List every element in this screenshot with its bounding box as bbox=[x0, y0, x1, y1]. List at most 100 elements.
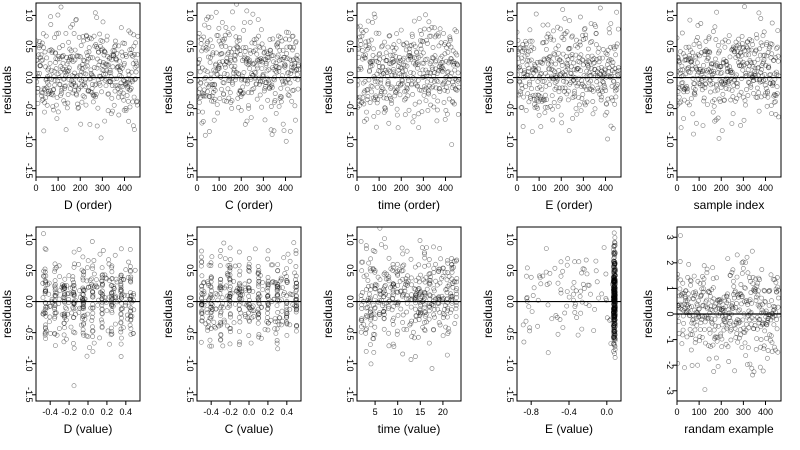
data-point bbox=[445, 326, 451, 331]
x-tick-label: 0.4 bbox=[281, 407, 294, 417]
data-point bbox=[580, 92, 586, 97]
data-point bbox=[52, 35, 57, 40]
data-point bbox=[217, 96, 223, 101]
data-point bbox=[539, 87, 545, 92]
data-point bbox=[114, 51, 120, 56]
data-point bbox=[275, 319, 281, 325]
data-point bbox=[573, 288, 579, 294]
data-point bbox=[207, 37, 213, 43]
data-point bbox=[205, 281, 211, 286]
data-point bbox=[265, 302, 271, 308]
data-point bbox=[133, 40, 138, 46]
data-point bbox=[610, 97, 616, 103]
y-tick-label: -0.5 bbox=[665, 101, 675, 117]
data-point bbox=[687, 304, 692, 310]
data-point bbox=[368, 306, 373, 312]
data-point bbox=[611, 251, 617, 257]
data-point bbox=[572, 310, 578, 315]
data-point bbox=[706, 49, 712, 54]
data-point bbox=[251, 37, 257, 43]
data-point bbox=[453, 288, 459, 294]
data-point bbox=[405, 273, 410, 279]
data-point bbox=[421, 92, 427, 98]
data-point bbox=[740, 259, 746, 265]
data-point bbox=[259, 304, 265, 310]
data-point bbox=[61, 76, 67, 82]
data-point bbox=[409, 31, 415, 37]
data-point bbox=[440, 66, 446, 72]
data-point bbox=[599, 94, 604, 100]
data-point bbox=[265, 274, 271, 280]
data-point bbox=[81, 306, 86, 312]
data-point bbox=[578, 52, 584, 58]
data-point bbox=[707, 293, 713, 299]
data-point bbox=[602, 112, 608, 118]
y-tick-label: 0.5 bbox=[505, 264, 515, 277]
data-point bbox=[89, 36, 94, 42]
data-point bbox=[36, 101, 41, 106]
data-point bbox=[106, 91, 111, 97]
data-point bbox=[257, 293, 263, 299]
data-point bbox=[439, 53, 445, 59]
data-point bbox=[589, 39, 595, 44]
data-point bbox=[370, 53, 376, 58]
data-point bbox=[80, 330, 86, 336]
data-point bbox=[281, 255, 287, 261]
data-point bbox=[714, 63, 720, 69]
data-point bbox=[542, 97, 548, 103]
data-point bbox=[722, 97, 727, 103]
y-tick-label: 0.0 bbox=[505, 295, 515, 308]
data-point bbox=[400, 351, 406, 357]
data-point bbox=[83, 102, 89, 108]
x-axis-title: randam example bbox=[684, 422, 774, 436]
data-point bbox=[768, 272, 774, 278]
data-point bbox=[575, 332, 581, 338]
point-group bbox=[520, 230, 618, 360]
data-point bbox=[368, 315, 374, 321]
data-point bbox=[550, 117, 556, 123]
data-point bbox=[571, 291, 576, 297]
x-tick-label: 0 bbox=[354, 183, 359, 193]
data-point bbox=[128, 86, 134, 91]
data-point bbox=[696, 298, 701, 304]
data-point bbox=[70, 277, 75, 283]
data-point bbox=[77, 294, 83, 300]
data-point bbox=[227, 341, 233, 347]
data-point bbox=[217, 320, 223, 325]
data-point bbox=[406, 46, 412, 52]
data-point bbox=[425, 70, 431, 76]
data-point bbox=[246, 293, 252, 299]
data-point bbox=[272, 91, 278, 96]
data-point bbox=[718, 331, 724, 337]
data-point bbox=[284, 266, 289, 271]
data-point bbox=[716, 303, 722, 308]
data-point bbox=[521, 94, 526, 100]
data-point bbox=[436, 268, 442, 274]
data-point bbox=[48, 47, 54, 53]
data-point bbox=[430, 84, 436, 90]
data-point bbox=[227, 284, 233, 290]
data-point bbox=[701, 63, 706, 68]
data-point bbox=[740, 67, 746, 73]
data-point bbox=[545, 22, 551, 28]
y-tick-label: -1.0 bbox=[24, 132, 34, 148]
data-point bbox=[390, 321, 396, 327]
data-point bbox=[536, 66, 541, 72]
data-point bbox=[726, 33, 732, 38]
data-point bbox=[762, 82, 768, 88]
data-point bbox=[287, 128, 293, 134]
y-tick-label: 0.0 bbox=[185, 295, 195, 308]
data-point bbox=[412, 101, 418, 107]
data-point bbox=[259, 104, 264, 110]
data-point bbox=[692, 90, 697, 95]
data-point bbox=[774, 326, 780, 332]
data-point bbox=[613, 94, 619, 100]
y-tick-label: 0.5 bbox=[24, 40, 34, 53]
data-point bbox=[41, 273, 46, 279]
data-point bbox=[116, 298, 122, 304]
data-point bbox=[769, 111, 774, 116]
data-point bbox=[375, 110, 381, 115]
data-point bbox=[756, 288, 761, 294]
data-point bbox=[689, 304, 694, 309]
data-point bbox=[46, 280, 52, 286]
